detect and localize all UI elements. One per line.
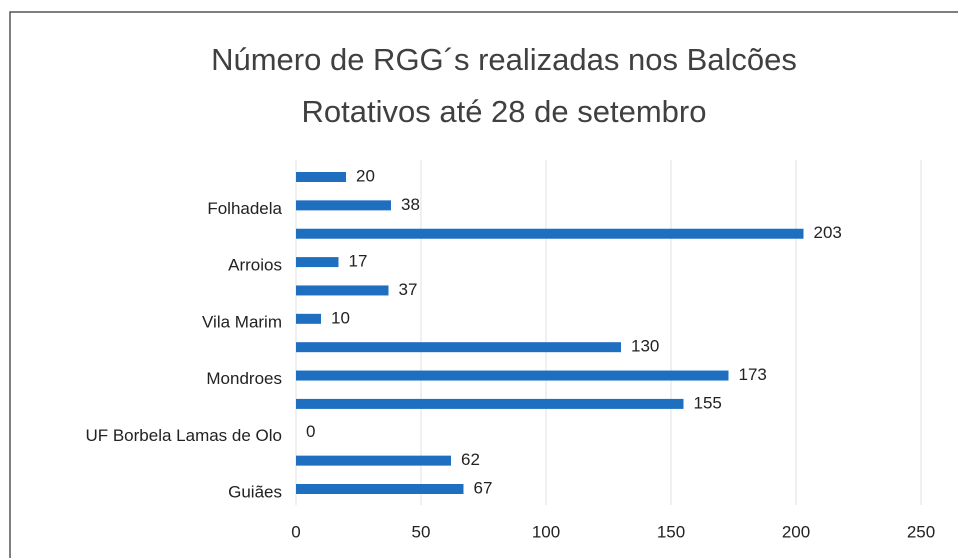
bar	[296, 398, 684, 409]
data-label: 38	[401, 195, 420, 214]
data-label: 173	[739, 365, 767, 384]
y-tick-label: Vila Marim	[202, 312, 282, 331]
data-label: 62	[461, 450, 480, 469]
data-label: 203	[814, 223, 842, 242]
bar	[296, 257, 339, 268]
x-tick-label: 150	[657, 522, 685, 541]
x-tick-label: 100	[532, 522, 560, 541]
x-tick-label: 200	[782, 522, 810, 541]
y-tick-label: UF Borbela Lamas de Olo	[85, 426, 282, 445]
data-label: 67	[474, 478, 493, 497]
data-label: 130	[631, 337, 659, 356]
x-tick-label: 0	[291, 522, 300, 541]
bar	[296, 200, 391, 211]
y-tick-label: Guiães	[228, 482, 282, 501]
chart-title: Número de RGG´s realizadas nos Balcões R…	[211, 42, 797, 129]
data-label: 10	[331, 308, 350, 327]
data-label: 37	[399, 280, 418, 299]
y-tick-label: Mondroes	[206, 369, 282, 388]
data-label: 155	[694, 393, 722, 412]
bar	[296, 228, 804, 239]
chart-frame	[9, 11, 958, 558]
x-tick-label: 50	[412, 522, 431, 541]
data-label: 17	[349, 252, 368, 271]
bar	[296, 285, 389, 296]
y-tick-label: Folhadela	[207, 199, 282, 218]
bar	[296, 484, 464, 494]
bar	[296, 342, 621, 353]
y-tick-label: Arroios	[228, 256, 282, 275]
bar	[296, 370, 729, 381]
bar	[296, 313, 321, 324]
bar	[296, 172, 346, 182]
x-tick-label: 250	[907, 522, 935, 541]
data-label: 20	[356, 166, 375, 185]
data-label: 0	[306, 422, 315, 441]
bar	[296, 455, 451, 466]
